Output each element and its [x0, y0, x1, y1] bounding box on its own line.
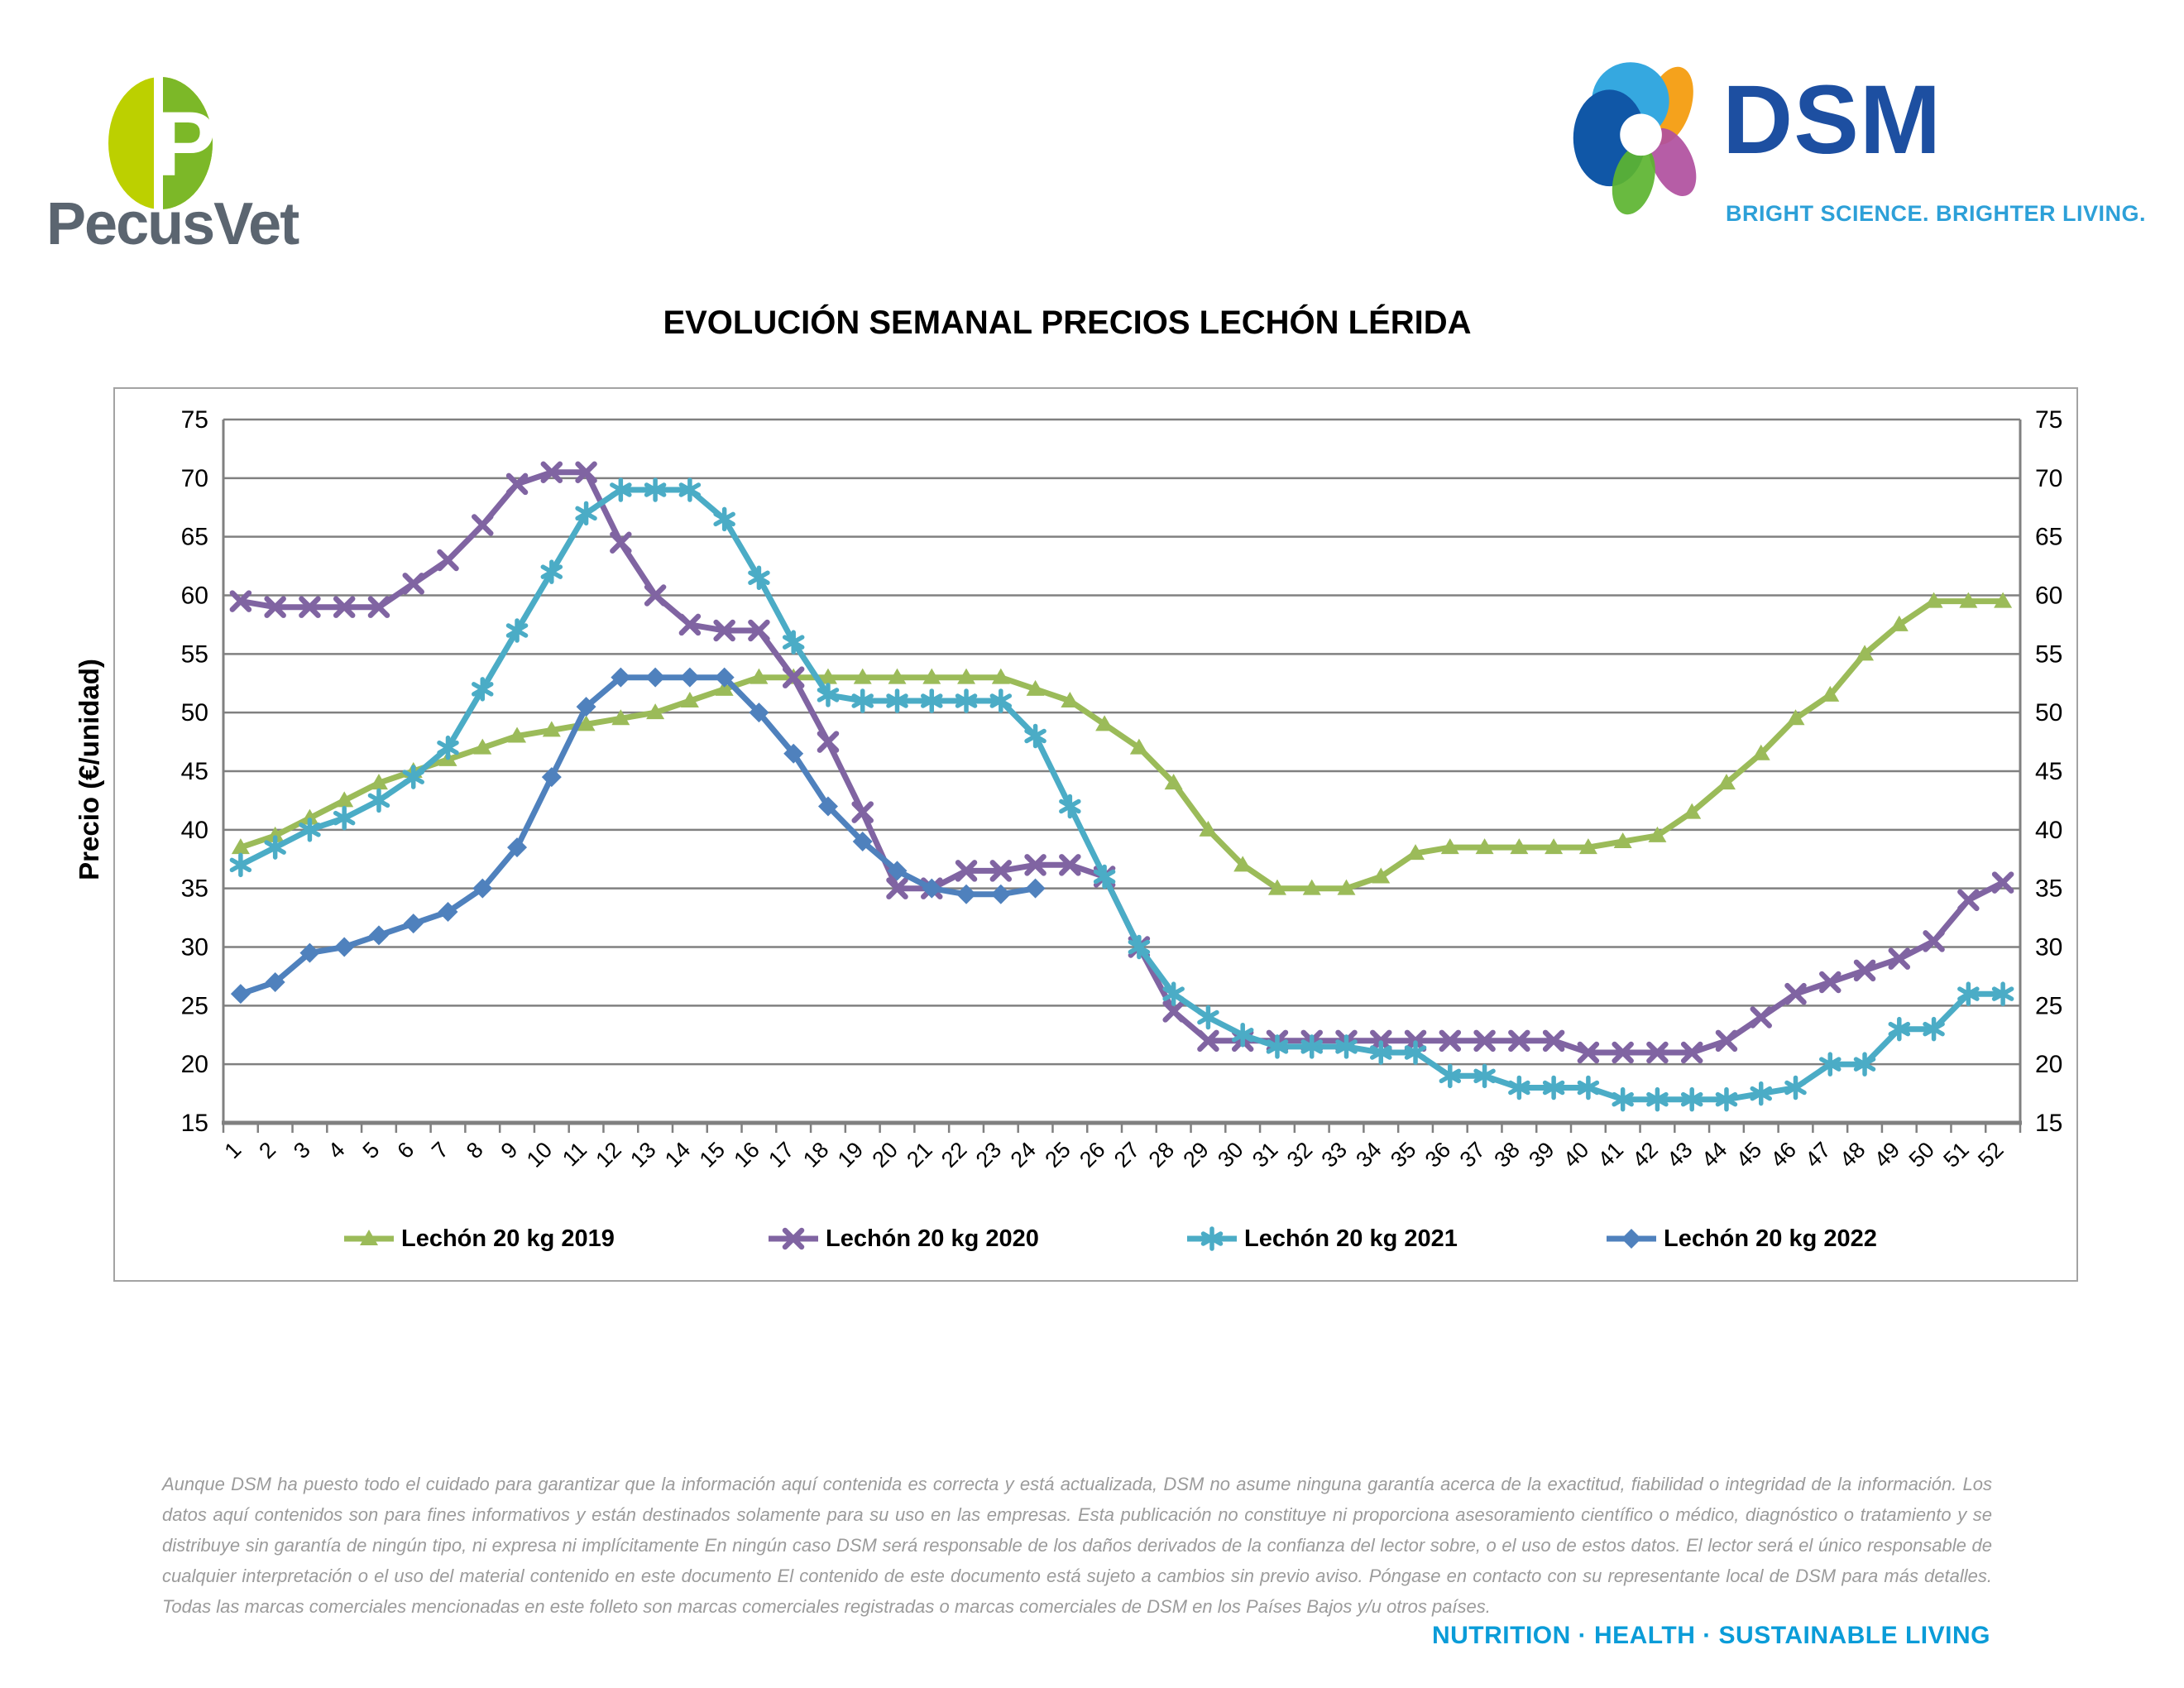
legend-item-2022: Lechón 20 kg 2022: [1605, 1225, 1877, 1253]
dsm-logo-text: DSM: [1722, 65, 1942, 175]
dsm-footer-tagline: NUTRITION · HEALTH · SUSTAINABLE LIVING: [1431, 1622, 1990, 1649]
y-tick-label: 30: [181, 934, 208, 961]
legend-item-2020: Lechón 20 kg 2020: [767, 1225, 1039, 1253]
y-tick-label: 60: [2035, 583, 2062, 610]
y-tick-label: 75: [2035, 406, 2062, 434]
y-tick-label: 55: [2035, 640, 2062, 668]
y-tick-label: 20: [2035, 1051, 2062, 1078]
pecusvet-logo-text: PecusVet: [46, 191, 299, 257]
y-tick-label: 65: [181, 524, 208, 551]
y-tick-label: 50: [2035, 699, 2062, 727]
dsm-logo-icon: [1573, 62, 1697, 215]
y-tick-label: 75: [181, 406, 208, 434]
legend-marker-icon: [769, 1227, 818, 1250]
legend-label: Lechón 20 kg 2020: [826, 1225, 1039, 1252]
y-tick-label: 35: [2035, 875, 2062, 903]
y-tick-label: 45: [181, 758, 208, 785]
y-tick-label: 25: [2035, 992, 2062, 1019]
legend-label: Lechón 20 kg 2021: [1244, 1225, 1458, 1252]
legend-marker-icon: [344, 1230, 394, 1245]
legend-item-2019: Lechón 20 kg 2019: [342, 1225, 615, 1253]
y-tick-label: 55: [181, 640, 208, 668]
dsm-tagline: BRIGHT SCIENCE. BRIGHTER LIVING.: [1726, 201, 2147, 226]
series-2021: [229, 477, 2014, 1112]
gridlines: [223, 418, 2020, 1066]
y-tick-label: 60: [181, 583, 208, 610]
chart-legend: Lechón 20 kg 2019 Lechón 20 kg 2020 Lechón…: [115, 389, 2076, 1280]
y-tick-label: 40: [2035, 817, 2062, 844]
series-2019: [231, 592, 2013, 895]
y-tick-label: 35: [181, 875, 208, 903]
legend-item-2021: Lechón 20 kg 2021: [1185, 1225, 1458, 1253]
legend-label: Lechón 20 kg 2019: [401, 1225, 615, 1252]
y-tick-label: 25: [181, 992, 208, 1019]
y-tick-label: 70: [181, 465, 208, 492]
y-tick-label: 50: [181, 699, 208, 727]
y-tick-label: 15: [2035, 1110, 2062, 1137]
y-tick-label: 30: [2035, 934, 2062, 961]
y-tick-label: 40: [181, 817, 208, 844]
y-axis-labels: 15 15 20 20 25 25 30 30 35 35 40 40 45 45 50 50 55 55 60 60…: [181, 406, 2063, 1137]
legend-label: Lechón 20 kg 2022: [1664, 1225, 1877, 1252]
legend-marker-icon: [1187, 1226, 1237, 1251]
y-tick-label: 15: [181, 1110, 208, 1137]
chart-container: 15 15 20 20 25 25 30 30 35 35 40 40 45 45 50 50 55 55 60 60…: [113, 387, 2078, 1282]
series-2022: [230, 667, 1046, 1005]
chart-title: EVOLUCIÓN SEMANAL PRECIOS LECHÓN LÉRIDA: [663, 305, 1472, 341]
y-tick-label: 70: [2035, 465, 2062, 492]
y-tick-label: 45: [2035, 758, 2062, 785]
disclaimer-text: Aunque DSM ha puesto todo el cuidado par…: [162, 1474, 1992, 1617]
y-axis-title: Precio (€/unidad): [74, 659, 104, 880]
y-tick-label: 20: [181, 1051, 208, 1078]
axes: [222, 420, 2022, 1133]
svg-text:P: P: [156, 94, 216, 195]
legend-marker-icon: [1607, 1229, 1656, 1249]
y-tick-label: 65: [2035, 524, 2062, 551]
pecusvet-logo-icon: P: [108, 73, 216, 213]
price-evolution-chart: 15 15 20 20 25 25 30 30 35 35 40 40 45 45 50 50 55 55 60 60…: [181, 406, 2063, 1172]
